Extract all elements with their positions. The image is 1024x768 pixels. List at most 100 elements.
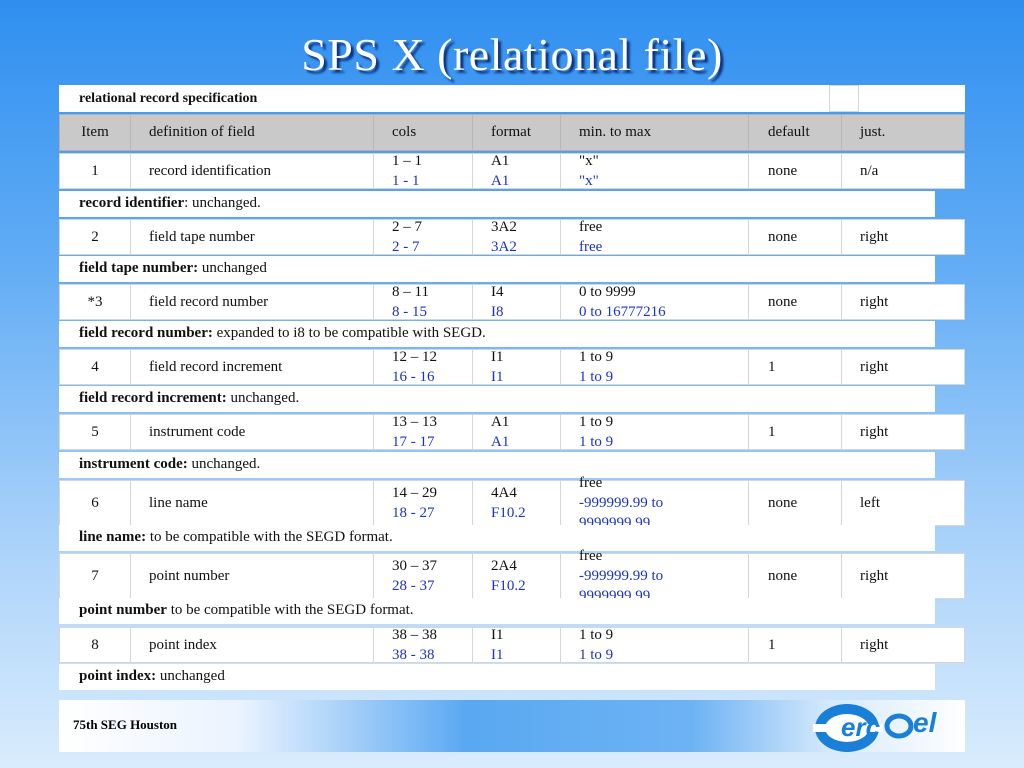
old-value: 1 to 9 <box>579 414 614 430</box>
note-field-name: point index: <box>79 668 157 684</box>
note-row: field record increment: unchanged. <box>59 386 935 412</box>
new-value: A1 <box>491 173 510 189</box>
header-definition: definition of field <box>130 115 373 150</box>
note-field-name: record identifier <box>79 195 185 211</box>
cell-cols: 13 – 13 17 - 17 <box>373 414 472 450</box>
cell-item: 1 <box>91 162 99 179</box>
footer-text: 75th SEG Houston <box>73 717 178 732</box>
note-row: point index: unchanged <box>59 664 935 690</box>
note-description: unchanged. <box>187 456 261 472</box>
new-value: F10.2 <box>491 578 526 594</box>
cell-default: 1 <box>748 350 841 384</box>
cell-item: 2 <box>91 228 99 245</box>
new-value: 2 - 7 <box>392 239 420 255</box>
cell-just: right <box>841 285 966 319</box>
old-value: 3A2 <box>491 219 517 235</box>
new-value: 1 to 9 <box>579 369 614 385</box>
note-field-name: field record number: <box>79 325 213 341</box>
cell-default: none <box>748 554 841 598</box>
cell-format: I1 I1 <box>472 349 560 385</box>
cell-definition: point index <box>130 628 373 662</box>
note-text: field record number: expanded to i8 to b… <box>79 325 486 342</box>
cell-format: I1 I1 <box>472 627 560 663</box>
slide-title: SPS X (relational file) <box>301 29 723 80</box>
cell-cols: 1 – 1 1 - 1 <box>373 153 472 189</box>
new-value: 38 - 38 <box>392 647 435 663</box>
old-value: free <box>579 475 603 491</box>
old-value: A1 <box>491 153 510 169</box>
new-value: 8 - 15 <box>392 304 427 320</box>
cell-default: none <box>748 154 841 188</box>
old-value: 8 – 11 <box>392 284 429 300</box>
note-field-name: line name: <box>79 529 147 545</box>
cell-default: none <box>748 285 841 319</box>
old-value: 30 – 37 <box>392 558 437 574</box>
cell-default: 1 <box>748 415 841 449</box>
new-value: free <box>579 239 603 255</box>
cell-cols: 38 – 38 38 - 38 <box>373 627 472 663</box>
sercel-logo: erc el <box>813 704 938 752</box>
cell-min-max: free free <box>560 219 748 255</box>
note-field-name: point number <box>79 602 167 618</box>
cell-cols: 8 – 11 8 - 15 <box>373 284 472 320</box>
header-row: Item definition of field cols format min… <box>59 114 965 151</box>
cell-item: 8 <box>91 636 99 653</box>
note-field-name: field record increment: <box>79 390 227 406</box>
cell-item: *3 <box>87 293 103 310</box>
spec-empty-cell <box>829 85 859 112</box>
note-text: instrument code: unchanged. <box>79 456 260 473</box>
header-format: format <box>472 115 560 150</box>
old-value: 2A4 <box>491 558 517 574</box>
cell-format: A1 A1 <box>472 153 560 189</box>
cell-just: right <box>841 628 966 662</box>
old-value: 13 – 13 <box>392 414 437 430</box>
cell-min-max: 1 to 9 1 to 9 <box>560 349 748 385</box>
note-description: unchanged. <box>226 390 300 406</box>
cell-just: right <box>841 220 966 254</box>
svg-text:el: el <box>913 707 938 738</box>
note-description: : unchanged. <box>184 195 261 211</box>
cell-format: A1 A1 <box>472 414 560 450</box>
new-value: 1 to 9 <box>579 647 614 663</box>
header-item: Item <box>81 124 109 140</box>
new-value: 3A2 <box>491 239 517 255</box>
new-value: "x" <box>579 173 599 189</box>
old-value: 1 – 1 <box>392 153 422 169</box>
header-min-max: min. to max <box>560 115 748 150</box>
note-text: field record increment: unchanged. <box>79 390 299 407</box>
new-value: 16 - 16 <box>392 369 435 385</box>
table-row: 7 point number 30 – 37 28 - 37 2A4 F10.2 free -… <box>59 548 965 604</box>
new-value: -999999.99 to <box>579 568 664 584</box>
cell-item: 7 <box>91 567 99 584</box>
table-row: *3 field record number 8 – 11 8 - 15 I4 I8 0 t… <box>59 284 965 320</box>
note-row: instrument code: unchanged. <box>59 452 935 478</box>
note-row: record identifier: unchanged. <box>59 191 935 217</box>
cell-definition: line name <box>130 481 373 525</box>
cell-cols: 30 – 37 28 - 37 <box>373 554 472 598</box>
old-value: 1 to 9 <box>579 627 614 643</box>
cell-min-max: free -999999.99 to 9999999.99 <box>560 548 748 604</box>
header-just: just. <box>841 115 966 150</box>
svg-text:erc: erc <box>841 712 881 742</box>
new-value: F10.2 <box>491 505 526 521</box>
cell-definition: record identification <box>130 154 373 188</box>
note-description: to be compatible with the SEGD format. <box>146 529 393 545</box>
cell-min-max: 1 to 9 1 to 9 <box>560 627 748 663</box>
cell-min-max: 1 to 9 1 to 9 <box>560 414 748 450</box>
cell-just: right <box>841 415 966 449</box>
table-row: 5 instrument code 13 – 13 17 - 17 A1 A1 1 to 9… <box>59 414 965 450</box>
cell-definition: field tape number <box>130 220 373 254</box>
cell-item: 6 <box>91 494 99 511</box>
new-value: I1 <box>491 647 504 663</box>
cell-min-max: free -999999.99 to 9999999.99 <box>560 475 748 531</box>
cell-definition: field record increment <box>130 350 373 384</box>
note-description: unchanged <box>198 260 267 276</box>
note-description: expanded to i8 to be compatible with SEG… <box>212 325 486 341</box>
cell-cols: 12 – 12 16 - 16 <box>373 349 472 385</box>
note-field-name: field tape number: <box>79 260 199 276</box>
old-value: free <box>579 219 603 235</box>
old-value: 2 – 7 <box>392 219 422 235</box>
